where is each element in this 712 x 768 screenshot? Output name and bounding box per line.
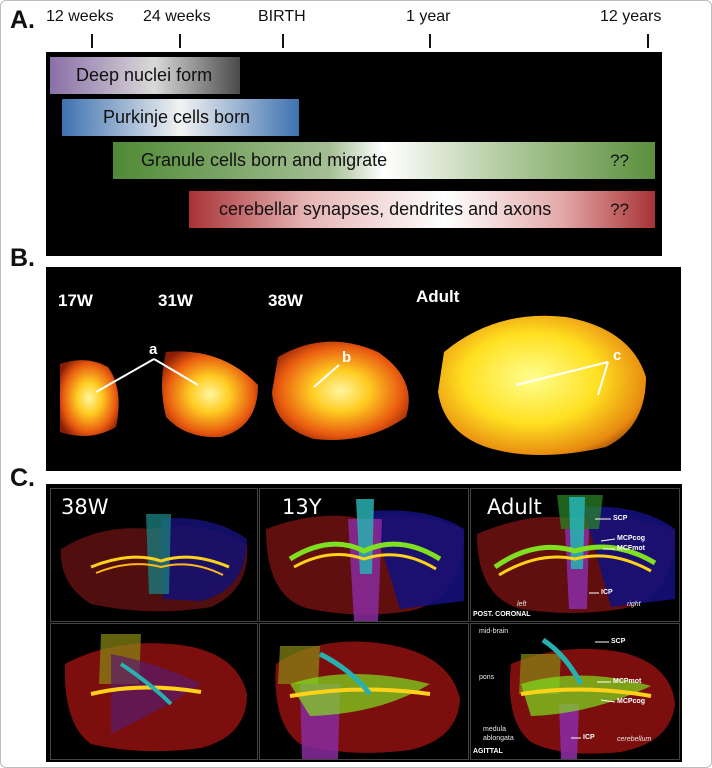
age-label-adult: Adult [416,287,460,306]
tract-label-scp-coronal: SCP [613,515,628,522]
panel-a-label: A. [10,6,35,34]
coronal-13y: 13Y [259,488,469,622]
tract-label-mcpcog-sagittal: MCPcog [617,698,645,705]
tick-label-1-year: 1 year [406,8,451,25]
sagittal-13y [259,623,469,760]
coronal-title-adult: Adult [487,495,542,519]
brain-adult [438,315,646,455]
bar-purkinje-label: Purkinje cells born [103,107,251,127]
age-label-17w: 17W [58,291,93,310]
tract-label-icp-coronal: ICP [601,589,613,596]
bar-purkinje: Purkinje cells born [62,99,299,136]
region-label-pons: pons [479,674,495,681]
brain-31w [162,351,258,438]
tick-mark-12-weeks [91,34,93,48]
tick-mark-24-weeks [179,34,181,48]
timeline-panel: Deep nuclei form Purkinje cells born Gra… [46,52,662,256]
tract-label-scp-sagittal: SCP [611,638,626,645]
tick-label-12-weeks: 12 weeks [46,8,114,25]
bar-granule-cells-unknown: ?? [610,150,629,170]
panel-c-tractography: 38W 13Y Adult SCP MCPcog MCFm [46,484,682,762]
panel-c-label: C. [10,464,35,492]
region-label-ablongata: ablongata [483,735,514,742]
annotation-a: a [149,341,158,358]
coronal-title-13y: 13Y [282,495,322,519]
age-label-31w: 31W [158,291,193,310]
view-label-coronal: POST. CORONAL [473,611,531,618]
sagittal-38w [50,623,258,760]
tract-label-icp-sagittal: ICP [583,734,595,741]
brain-17w [60,360,119,436]
tick-mark-1-year [429,34,431,48]
coronal-title-38w: 38W [61,495,109,519]
panel-b-illustration [60,315,646,455]
bar-synapses-unknown: ?? [610,199,629,219]
bar-deep-nuclei-label: Deep nuclei form [76,65,213,85]
tick-mark-12-years [647,34,649,48]
region-label-medula: medula [483,726,506,733]
panel-b-dti-images: 17W 31W 38W Adult a b c [46,267,681,471]
region-label-midbrain: mid-brain [479,628,509,635]
annotation-b: b [342,349,352,366]
region-label-cerebellum: cerebellum [617,736,652,743]
tick-label-12-years: 12 years [600,8,662,25]
annotation-c: c [613,347,622,364]
bar-synapses: cerebellar synapses, dendrites and axons… [189,191,655,228]
coronal-adult: Adult SCP MCPcog MCFmot ICP left right P… [470,488,680,622]
bar-granule-cells-label: Granule cells born and migrate [141,150,388,170]
view-label-sagittal: AGITTAL [473,748,503,755]
sagittal-adult: mid-brain pons medula ablongata cerebell… [470,623,680,760]
tick-mark-birth [282,34,284,48]
bar-synapses-label: cerebellar synapses, dendrites and axons [219,199,552,219]
tick-label-birth: BIRTH [258,8,306,25]
brain-38w [272,341,409,441]
panel-b-label: B. [10,244,35,272]
side-label-left: left [517,601,527,608]
side-label-right: right [627,601,641,608]
age-label-38w: 38W [268,291,303,310]
tract-label-mcpmot-sagittal: MCPmot [613,678,642,685]
bar-deep-nuclei: Deep nuclei form [50,57,240,94]
tract-label-mcfmot-coronal: MCFmot [617,545,645,552]
bar-granule-cells: Granule cells born and migrate ?? [113,142,655,179]
tract-label-mcpcog-coronal: MCPcog [617,535,645,542]
tick-label-24-weeks: 24 weeks [143,8,211,25]
coronal-38w: 38W [50,488,258,622]
